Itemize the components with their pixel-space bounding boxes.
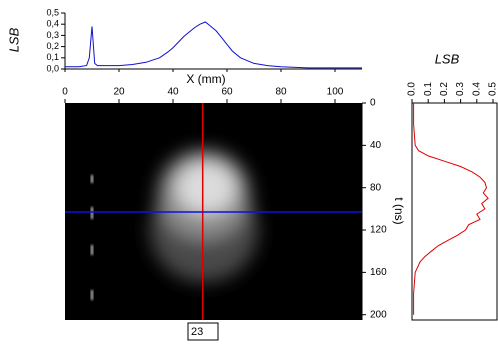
y-tick-label: 0,1 [46,52,59,62]
axis-line [64,13,362,70]
x-axis-label: X (mm) [186,72,225,86]
x-tick-label: 60 [221,87,233,98]
x-tick-label: 0.1 [423,82,434,96]
x-tick-label: 0.0 [407,82,418,96]
y-tick-label: 0,2 [46,41,59,51]
x-tick-label: 40 [167,87,179,98]
x-tick-label: 0.2 [439,82,450,96]
profile-line [65,21,362,69]
x-tick-label: 0.5 [488,82,498,96]
x-tick-label: 0.3 [455,82,466,96]
y-tick-label: 200 [370,309,387,320]
y-tick-label: 120 [370,225,387,236]
y-tick-label: 0,0 [46,63,59,73]
y-tick-label: 0 [370,98,376,109]
x-tick-label: 100 [327,87,344,98]
y-tick-label: 0,5 [46,7,59,17]
annotation: 23 [191,326,203,338]
right-axis-label: LSB [435,51,460,66]
x-tick-label: 20 [113,87,125,98]
x-tick-label: 80 [275,87,287,98]
x-tick-label: 0 [62,87,68,98]
y-tick-label: 0,3 [46,30,59,40]
y-tick-label: 80 [370,182,382,193]
x-tick-label: 0.4 [471,82,482,96]
annotation-box [187,322,219,341]
y-tick-label: 0,4 [46,19,59,29]
profile-line [413,103,489,315]
y-axis-label: LSB [6,27,21,52]
y-tick-label: 40 [370,140,382,151]
y-tick-label: 160 [370,267,387,278]
t-axis-label: t (ns) [392,197,406,224]
plot-frame [411,102,498,321]
